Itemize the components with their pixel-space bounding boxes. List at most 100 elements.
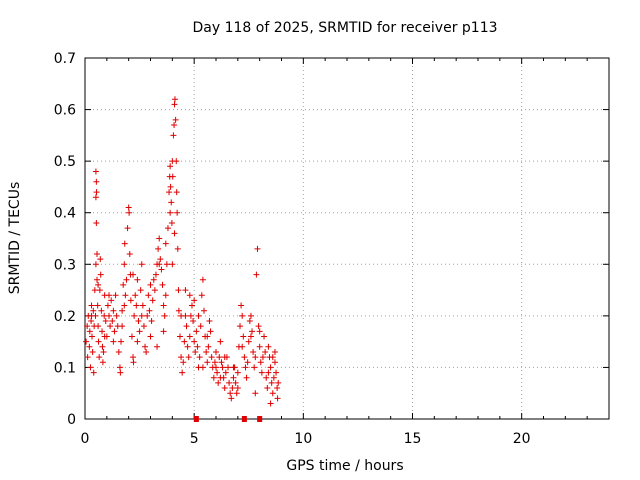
- data-point: [275, 395, 281, 401]
- data-point: [208, 328, 214, 334]
- data-point: [148, 282, 154, 288]
- data-point: [226, 380, 232, 386]
- axis-marker: [194, 416, 199, 422]
- data-point: [99, 328, 105, 334]
- data-point: [157, 256, 163, 262]
- data-point: [228, 395, 234, 401]
- data-point: [161, 303, 167, 309]
- data-point: [184, 323, 190, 329]
- data-point: [158, 266, 164, 272]
- data-point: [148, 333, 154, 339]
- data-point: [187, 333, 193, 339]
- data-point: [119, 308, 125, 314]
- data-point: [161, 328, 167, 334]
- data-point: [109, 318, 115, 324]
- data-point: [149, 318, 155, 324]
- data-point: [256, 323, 262, 329]
- data-point: [201, 308, 207, 314]
- data-point: [262, 349, 268, 355]
- data-point: [222, 385, 228, 391]
- data-point: [93, 220, 99, 226]
- data-point: [247, 318, 253, 324]
- data-point: [269, 380, 275, 386]
- data-point: [193, 328, 199, 334]
- data-point: [268, 364, 274, 370]
- data-point: [196, 313, 202, 319]
- data-point: [213, 364, 219, 370]
- data-point: [96, 339, 102, 345]
- data-point: [126, 205, 132, 211]
- data-point: [271, 375, 277, 381]
- data-point: [90, 349, 96, 355]
- data-point: [191, 339, 197, 345]
- data-point: [230, 364, 236, 370]
- data-point: [130, 359, 136, 365]
- x-tick-label: 5: [190, 431, 199, 447]
- data-point: [91, 370, 97, 376]
- data-point: [178, 313, 184, 319]
- data-point: [272, 349, 278, 355]
- data-point: [218, 359, 224, 365]
- data-point: [134, 339, 140, 345]
- axis-marker: [242, 416, 247, 422]
- data-point: [250, 349, 256, 355]
- data-point: [135, 318, 141, 324]
- data-point: [234, 390, 240, 396]
- data-point: [173, 158, 179, 164]
- srmtid-chart: Day 118 of 2025, SRMTID for receiver p11…: [0, 0, 640, 480]
- data-point: [199, 292, 205, 298]
- data-point: [270, 354, 276, 360]
- data-point: [116, 349, 122, 355]
- data-point: [89, 313, 95, 319]
- data-point: [107, 323, 113, 329]
- data-point: [240, 333, 246, 339]
- data-point: [172, 96, 178, 102]
- data-point: [93, 261, 99, 267]
- data-point: [263, 375, 269, 381]
- data-point: [133, 303, 139, 309]
- data-point: [89, 333, 95, 339]
- data-point: [129, 333, 135, 339]
- data-point: [163, 292, 169, 298]
- data-point: [166, 189, 172, 195]
- data-point: [213, 349, 219, 355]
- data-point: [186, 354, 192, 360]
- data-point: [268, 401, 274, 407]
- data-point: [261, 333, 267, 339]
- data-point: [94, 251, 100, 257]
- data-point: [248, 333, 254, 339]
- axis-marker: [257, 416, 262, 422]
- data-point: [156, 236, 162, 242]
- data-point: [108, 297, 114, 303]
- y-tick-label: 0.6: [54, 103, 76, 119]
- data-point: [227, 390, 233, 396]
- data-point: [214, 370, 220, 376]
- data-point: [99, 344, 105, 350]
- data-point: [114, 313, 120, 319]
- data-point: [274, 385, 280, 391]
- data-point: [272, 359, 278, 365]
- data-point: [257, 328, 263, 334]
- data-point: [86, 344, 92, 350]
- axis-ticks: [85, 58, 609, 419]
- data-point: [212, 359, 218, 365]
- data-point: [216, 354, 222, 360]
- data-point: [87, 364, 93, 370]
- data-point: [142, 344, 148, 350]
- data-point: [122, 241, 128, 247]
- data-point: [220, 364, 226, 370]
- data-point: [139, 313, 145, 319]
- data-point: [85, 354, 91, 360]
- data-point: [113, 292, 119, 298]
- data-point: [127, 251, 133, 257]
- data-point: [110, 308, 116, 314]
- data-point: [200, 277, 206, 283]
- data-point: [192, 349, 198, 355]
- data-point: [275, 380, 281, 386]
- y-tick-label: 0.7: [54, 51, 76, 67]
- x-tick-label: 0: [81, 431, 90, 447]
- data-point: [118, 339, 124, 345]
- data-point: [95, 303, 101, 309]
- data-point: [238, 303, 244, 309]
- data-point: [198, 323, 204, 329]
